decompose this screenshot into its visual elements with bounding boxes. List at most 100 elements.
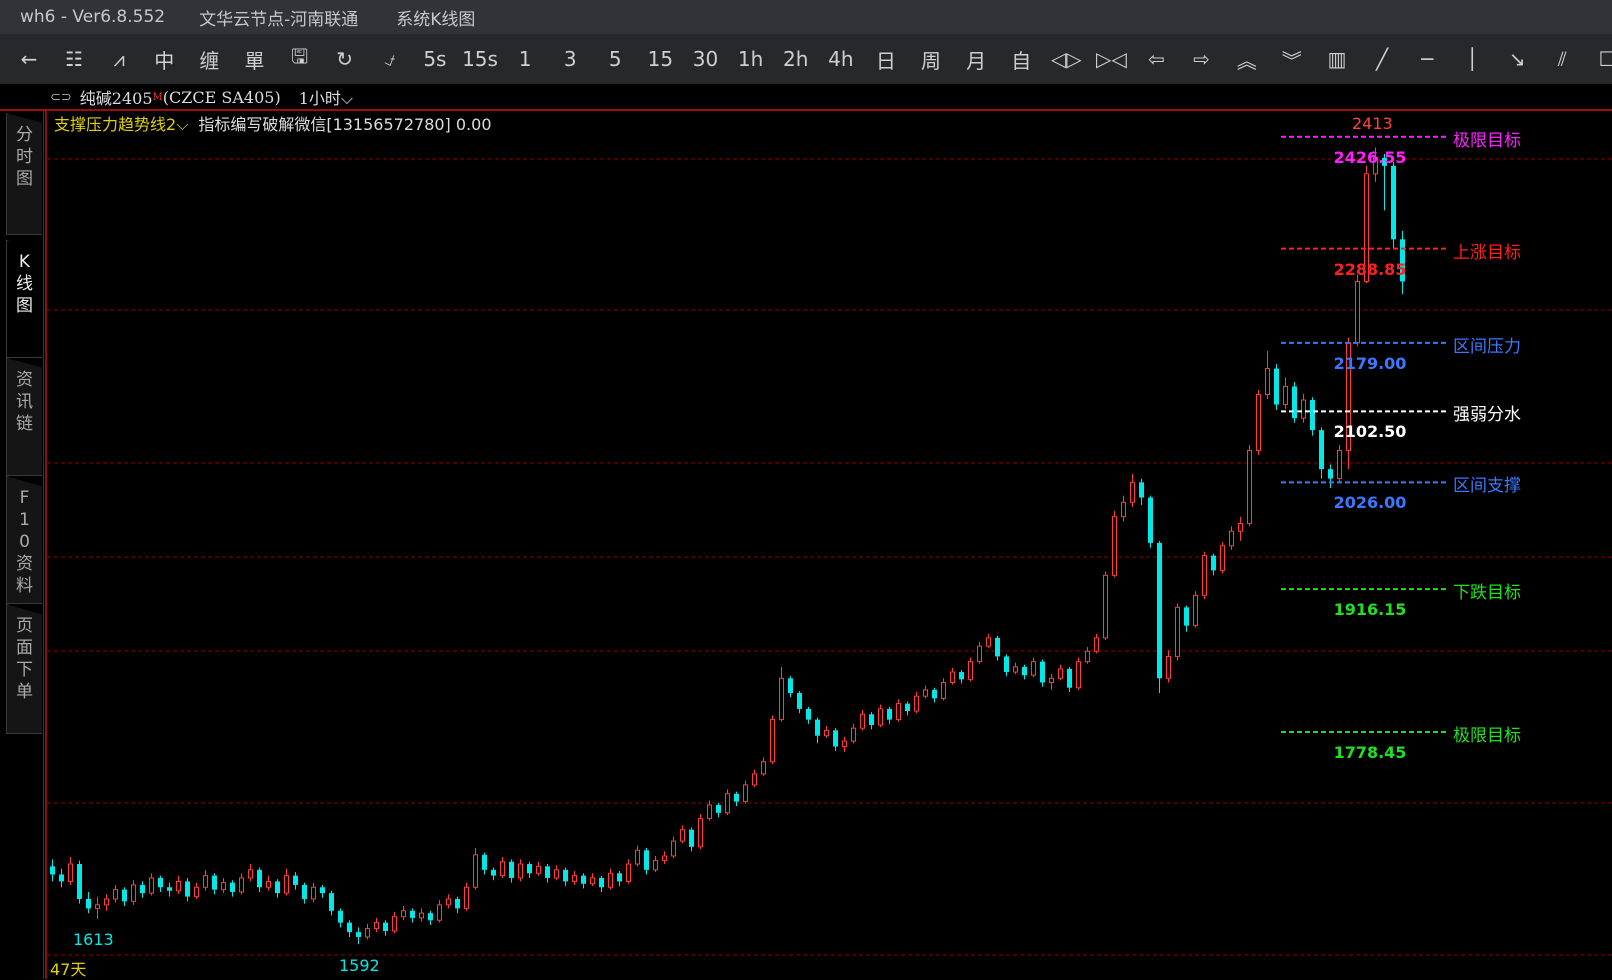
candle-body (114, 890, 118, 899)
candle-body (969, 662, 973, 680)
level-name: 上涨目标 (1453, 238, 1521, 263)
candle-body (797, 693, 802, 709)
candle-body (1032, 662, 1036, 676)
candle-body (780, 678, 784, 719)
level-name: 极限目标 (1453, 721, 1521, 746)
candle-body (681, 830, 685, 841)
candle-body (833, 730, 838, 746)
candle-body (663, 856, 667, 861)
level-name: 强弱分水 (1453, 400, 1521, 425)
candle-body (383, 923, 388, 931)
candle-body (366, 929, 370, 937)
candle-body (1113, 517, 1117, 576)
candle-body (1131, 482, 1135, 502)
candle-body (482, 855, 487, 870)
candle-body (644, 850, 649, 870)
candle-body (1257, 395, 1261, 451)
candle-body (1328, 469, 1333, 478)
candle-body (1248, 450, 1252, 523)
candle-body (825, 730, 829, 735)
candle-body (1086, 651, 1090, 661)
candle-body (86, 899, 91, 908)
candle-body (212, 876, 217, 890)
candle-body (167, 887, 172, 891)
candle-body (1310, 400, 1315, 430)
candle-body (69, 864, 73, 881)
candle-body (393, 917, 397, 931)
candle-body (1221, 546, 1225, 571)
candle-body (1319, 430, 1324, 469)
candle-body (509, 862, 514, 878)
candle-body (1356, 281, 1360, 342)
candle-body (204, 876, 208, 888)
candle-body (96, 905, 100, 909)
candle-body (617, 873, 622, 881)
candle-body (708, 805, 712, 818)
candle-body (59, 874, 64, 881)
candle-body (420, 913, 424, 918)
candle-body (1230, 531, 1234, 546)
candle-body (257, 870, 262, 887)
candle-body (1104, 575, 1108, 638)
candle-body (77, 864, 82, 899)
candle-body (474, 855, 478, 887)
candle-body (338, 911, 343, 923)
level-name: 下跌目标 (1453, 578, 1521, 603)
candle-body (320, 887, 325, 893)
level-value: 2026.00 (1334, 493, 1407, 512)
level-value: 1916.15 (1334, 600, 1407, 619)
candle-body (105, 899, 109, 905)
candle-body (527, 864, 532, 873)
high-price-label: 2413 (1352, 114, 1393, 133)
candle-body (122, 890, 127, 902)
level-value: 1778.45 (1334, 743, 1407, 762)
candle-body (1095, 638, 1099, 651)
candle-body (438, 905, 442, 920)
candle-body (1284, 386, 1288, 404)
candle-body (285, 876, 289, 893)
candle-body (879, 709, 883, 725)
candle-body (915, 696, 919, 711)
candle-body (158, 878, 163, 887)
candle-body (1203, 556, 1207, 596)
candle-body (1167, 656, 1171, 678)
candle-body (978, 646, 982, 662)
candle-body (1157, 543, 1162, 678)
candle-body (726, 794, 730, 813)
candle-body (734, 794, 739, 802)
level-value: 2426.55 (1334, 148, 1407, 167)
candle-body (1014, 667, 1018, 672)
candle-body (1302, 400, 1306, 418)
candle-body (347, 923, 352, 933)
candle-body (959, 672, 964, 679)
candle-body (942, 683, 946, 699)
candle-body (1194, 595, 1198, 625)
candle-body (1274, 369, 1279, 405)
candle-body (771, 720, 775, 762)
candle-body (1059, 669, 1063, 678)
low-price-label: 1592 (339, 956, 380, 975)
candle-body (1022, 667, 1027, 675)
candle-body (1176, 607, 1180, 656)
candle-body (951, 672, 955, 682)
candle-body (329, 893, 334, 911)
candle-body (788, 678, 793, 693)
candle-body (1067, 669, 1072, 688)
candle-body (815, 720, 820, 736)
candle-body (410, 911, 415, 918)
candle-body (1122, 502, 1126, 516)
candle-body (573, 876, 577, 882)
candle-body (1338, 450, 1342, 478)
candle-body (293, 876, 298, 885)
candle-body (869, 714, 874, 725)
candle-body (716, 805, 721, 813)
candle-body (1184, 607, 1189, 625)
candle-body (636, 850, 640, 864)
candle-body (177, 881, 181, 890)
candle-body (555, 870, 559, 878)
candle-body (230, 883, 235, 892)
candle-body (861, 714, 865, 728)
candle-body (1050, 678, 1054, 682)
candle-body (995, 638, 1000, 657)
candle-body (195, 887, 199, 896)
